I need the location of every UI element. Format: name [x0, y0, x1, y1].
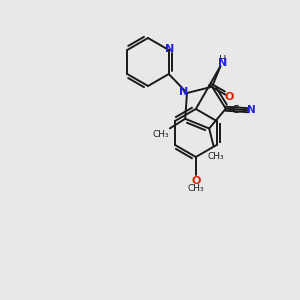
Text: N: N [248, 106, 256, 116]
Text: CH₃: CH₃ [152, 130, 169, 139]
Text: C: C [232, 105, 240, 116]
Text: N: N [179, 87, 189, 97]
Text: O: O [225, 92, 234, 102]
Text: H: H [219, 55, 226, 65]
Text: N: N [218, 58, 227, 68]
Text: N: N [165, 44, 174, 54]
Text: CH₃: CH₃ [188, 184, 204, 194]
Text: O: O [191, 176, 200, 186]
Text: CH₃: CH₃ [208, 152, 224, 161]
